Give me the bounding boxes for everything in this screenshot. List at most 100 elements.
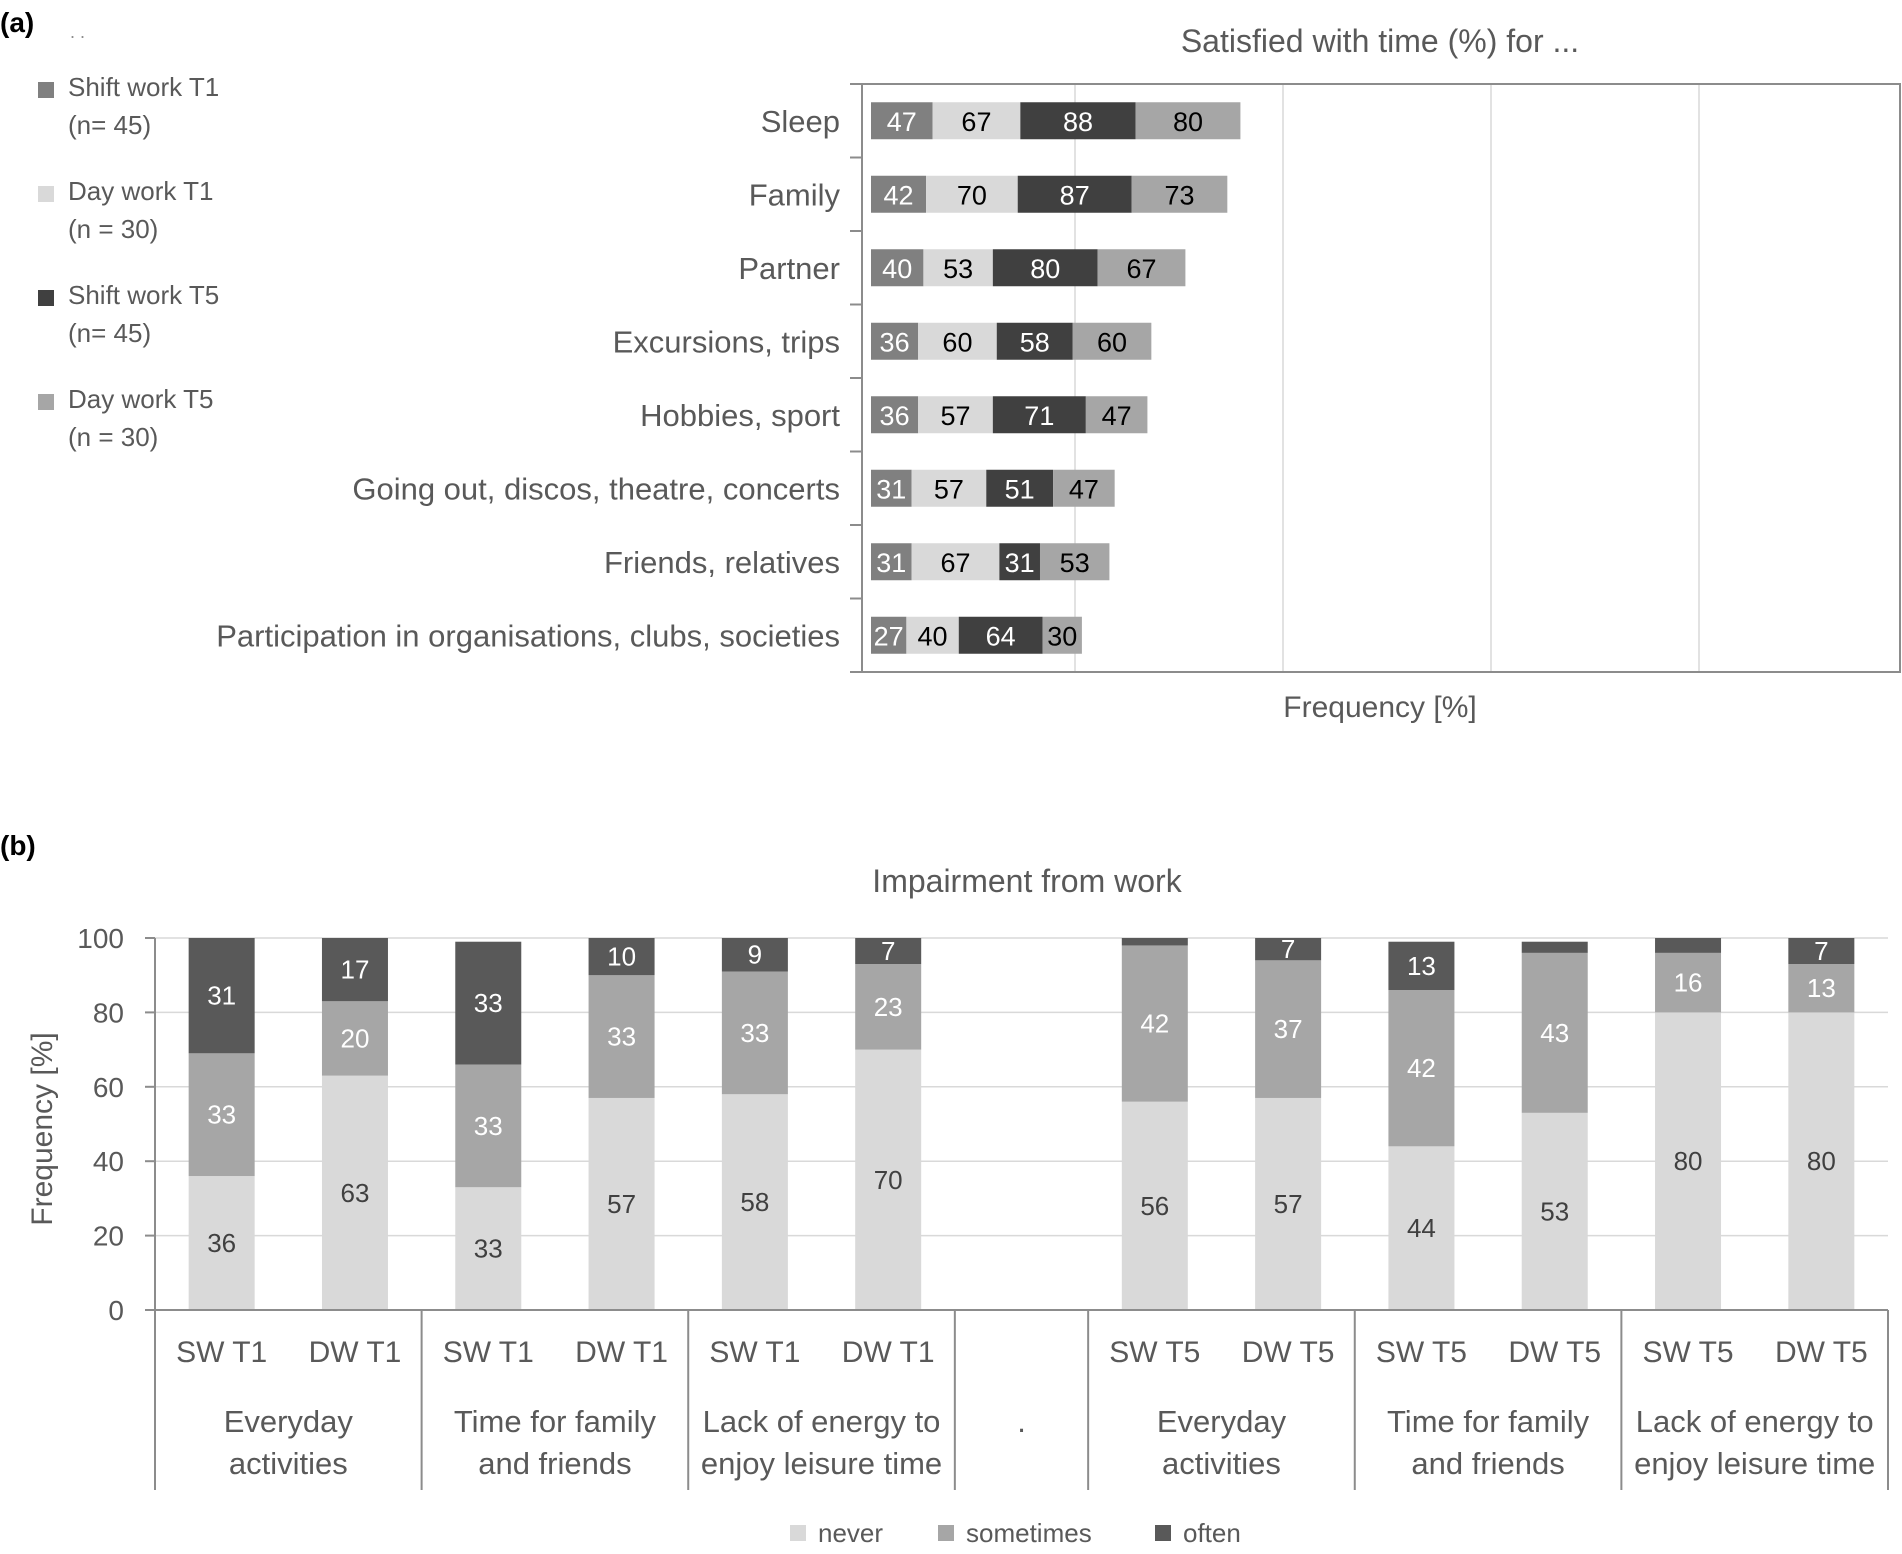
panel-b-title: Impairment from work bbox=[872, 863, 1182, 899]
panel-b-data-label: 33 bbox=[474, 1111, 503, 1141]
panel-a-data-label: 40 bbox=[918, 621, 948, 651]
panel-a-legend-label: Day work T5 bbox=[68, 384, 213, 414]
panel-a-data-label: 30 bbox=[1047, 621, 1077, 651]
panel-b-data-label: 36 bbox=[207, 1228, 236, 1258]
panel-a-data-label: 47 bbox=[887, 107, 917, 137]
panel-b-data-label: 44 bbox=[1407, 1213, 1436, 1243]
panel-a-data-label: 47 bbox=[1069, 474, 1099, 504]
panel-b-data-label: 33 bbox=[607, 1022, 636, 1052]
panel-a-data-label: 87 bbox=[1060, 180, 1090, 210]
panel-a-legend-swatch bbox=[38, 186, 54, 202]
panel-b-group-label: activities bbox=[229, 1446, 348, 1481]
panel-b-legend-label: never bbox=[818, 1518, 883, 1548]
panel-a-data-label: 57 bbox=[940, 401, 970, 431]
panel-b-bar-segment bbox=[1788, 938, 1855, 965]
panel-a-legend-swatch bbox=[38, 394, 54, 410]
panel-a-bar-segment bbox=[1042, 616, 1082, 654]
panel-b-data-label: 63 bbox=[341, 1178, 370, 1208]
panel-b-data-label: 80 bbox=[1807, 1146, 1836, 1176]
panel-a-data-label: 36 bbox=[880, 327, 910, 357]
panel-a-category-label: Friends, relatives bbox=[604, 545, 840, 580]
panel-b-data-label: 56 bbox=[1140, 1191, 1169, 1221]
panel-b-data-label: 58 bbox=[740, 1187, 769, 1217]
panel-b-group-label: Time for family bbox=[1387, 1404, 1590, 1439]
panel-a-bar-segment bbox=[911, 469, 987, 507]
panel-a-data-label: 60 bbox=[942, 327, 972, 357]
panel-b-data-label: 31 bbox=[207, 981, 236, 1011]
panel-b-bars: 36 33 31 63 20 17 33 33 33 57 33 10 58 33 9 70 23 7 56 42 57… bbox=[188, 934, 1855, 1310]
panel-b-group-label: enjoy leisure time bbox=[701, 1446, 942, 1481]
panel-b-data-label: 7 bbox=[881, 936, 895, 966]
panel-b-y-tick-label: 40 bbox=[93, 1146, 124, 1177]
panel-b-group-label: . bbox=[1017, 1404, 1026, 1439]
panel-a-bar-segment bbox=[918, 396, 993, 434]
panel-b-data-label: 23 bbox=[874, 992, 903, 1022]
panel-b-bar-segment bbox=[188, 1053, 255, 1177]
panel-b-group-label: Lack of energy to bbox=[1636, 1404, 1874, 1439]
panel-b-gridlines bbox=[155, 937, 1888, 1237]
panel-a-legend-n: (n= 45) bbox=[68, 318, 151, 348]
panel-b-bar-segment bbox=[455, 941, 522, 1065]
panel-a-bar-segment bbox=[906, 616, 959, 654]
panel-b-group-label: and friends bbox=[478, 1446, 631, 1481]
panel-b-bar-segment bbox=[588, 1097, 655, 1310]
panel-b-y-tick-label: 100 bbox=[77, 923, 124, 954]
panel-b-data-label: 42 bbox=[1407, 1053, 1436, 1083]
panel-b-data-label: 33 bbox=[207, 1100, 236, 1130]
panel-a-category-label: Hobbies, sport bbox=[640, 398, 840, 433]
panel-a-category-label: Excursions, trips bbox=[613, 324, 840, 359]
panel-a-legend-n: (n = 30) bbox=[68, 214, 158, 244]
panel-b-data-label: 10 bbox=[607, 942, 636, 972]
panel-b-data-label: 42 bbox=[1140, 1009, 1169, 1039]
panel-a-legend-fragment: . . bbox=[70, 22, 85, 42]
panel-a-bar-segment bbox=[871, 469, 912, 507]
panel-b-bar-segment bbox=[321, 1001, 388, 1076]
panel-b-group-label: Everyday bbox=[1157, 1404, 1287, 1439]
panel-a-bar-segment bbox=[1135, 102, 1241, 140]
panel-a-data-label: 42 bbox=[883, 180, 913, 210]
panel-a-data-label: 58 bbox=[1020, 327, 1050, 357]
panel-b-bar-segment bbox=[1788, 1012, 1855, 1310]
panel-b-bar-label: DW T5 bbox=[1775, 1336, 1868, 1369]
panel-b-bar-segment bbox=[1521, 1112, 1588, 1310]
panel-b-bar-segment bbox=[1388, 941, 1455, 991]
panel-a-data-label: 71 bbox=[1024, 401, 1054, 431]
panel-b-data-label: 33 bbox=[740, 1018, 769, 1048]
panel-b-bar-segment bbox=[855, 964, 922, 1050]
panel-a-bar-segment bbox=[871, 322, 919, 360]
panel-a-category-label: Family bbox=[749, 177, 841, 212]
panel-a-bar-segment bbox=[918, 322, 997, 360]
panel-b-group-label: activities bbox=[1162, 1446, 1281, 1481]
panel-b-y-tick-label: 20 bbox=[93, 1221, 124, 1252]
panel-b-y-tick-label: 80 bbox=[93, 997, 124, 1028]
panel-b-group-label: enjoy leisure time bbox=[1634, 1446, 1875, 1481]
panel-b-bar-segment bbox=[721, 1094, 788, 1310]
panel-b-y-axis-label: Frequency [%] bbox=[26, 1032, 59, 1225]
panel-b-y-tick-label: 0 bbox=[108, 1295, 124, 1326]
panel-a-legend: Shift work T1 (n= 45) Day work T1 (n = 30) S… bbox=[38, 72, 219, 452]
panel-a-legend-n: (n = 30) bbox=[68, 422, 158, 452]
panel-b-bar-label: DW T1 bbox=[575, 1336, 668, 1369]
panel-b-bar-segment bbox=[855, 1049, 922, 1310]
panel-a-data-label: 64 bbox=[986, 621, 1016, 651]
panel-a-category-label: Partner bbox=[738, 251, 840, 286]
panel-a-data-label: 53 bbox=[943, 254, 973, 284]
panel-b-bar-segment bbox=[1655, 952, 1722, 1013]
panel-a-data-label: 31 bbox=[1005, 548, 1035, 578]
panel-b-data-label: 13 bbox=[1807, 973, 1836, 1003]
panel-a-legend-swatch bbox=[38, 82, 54, 98]
panel-b-bar-segment bbox=[1121, 938, 1188, 946]
panel-a-data-label: 31 bbox=[876, 548, 906, 578]
panel-a-data-label: 67 bbox=[961, 107, 991, 137]
panel-b-data-label: 37 bbox=[1274, 1014, 1303, 1044]
panel-a-bar-segment bbox=[1053, 469, 1115, 507]
panel-a-data-label: 27 bbox=[874, 621, 904, 651]
panel-b-bar-segment bbox=[1388, 1146, 1455, 1310]
panel-b-bar-segment bbox=[1655, 1012, 1722, 1310]
panel-a-data-label: 31 bbox=[876, 474, 906, 504]
panel-b-bar-segment bbox=[455, 1187, 522, 1310]
panel-b-bar-label: SW T1 bbox=[709, 1336, 800, 1369]
panel-b-data-label: 57 bbox=[607, 1189, 636, 1219]
panel-a-data-label: 57 bbox=[934, 474, 964, 504]
